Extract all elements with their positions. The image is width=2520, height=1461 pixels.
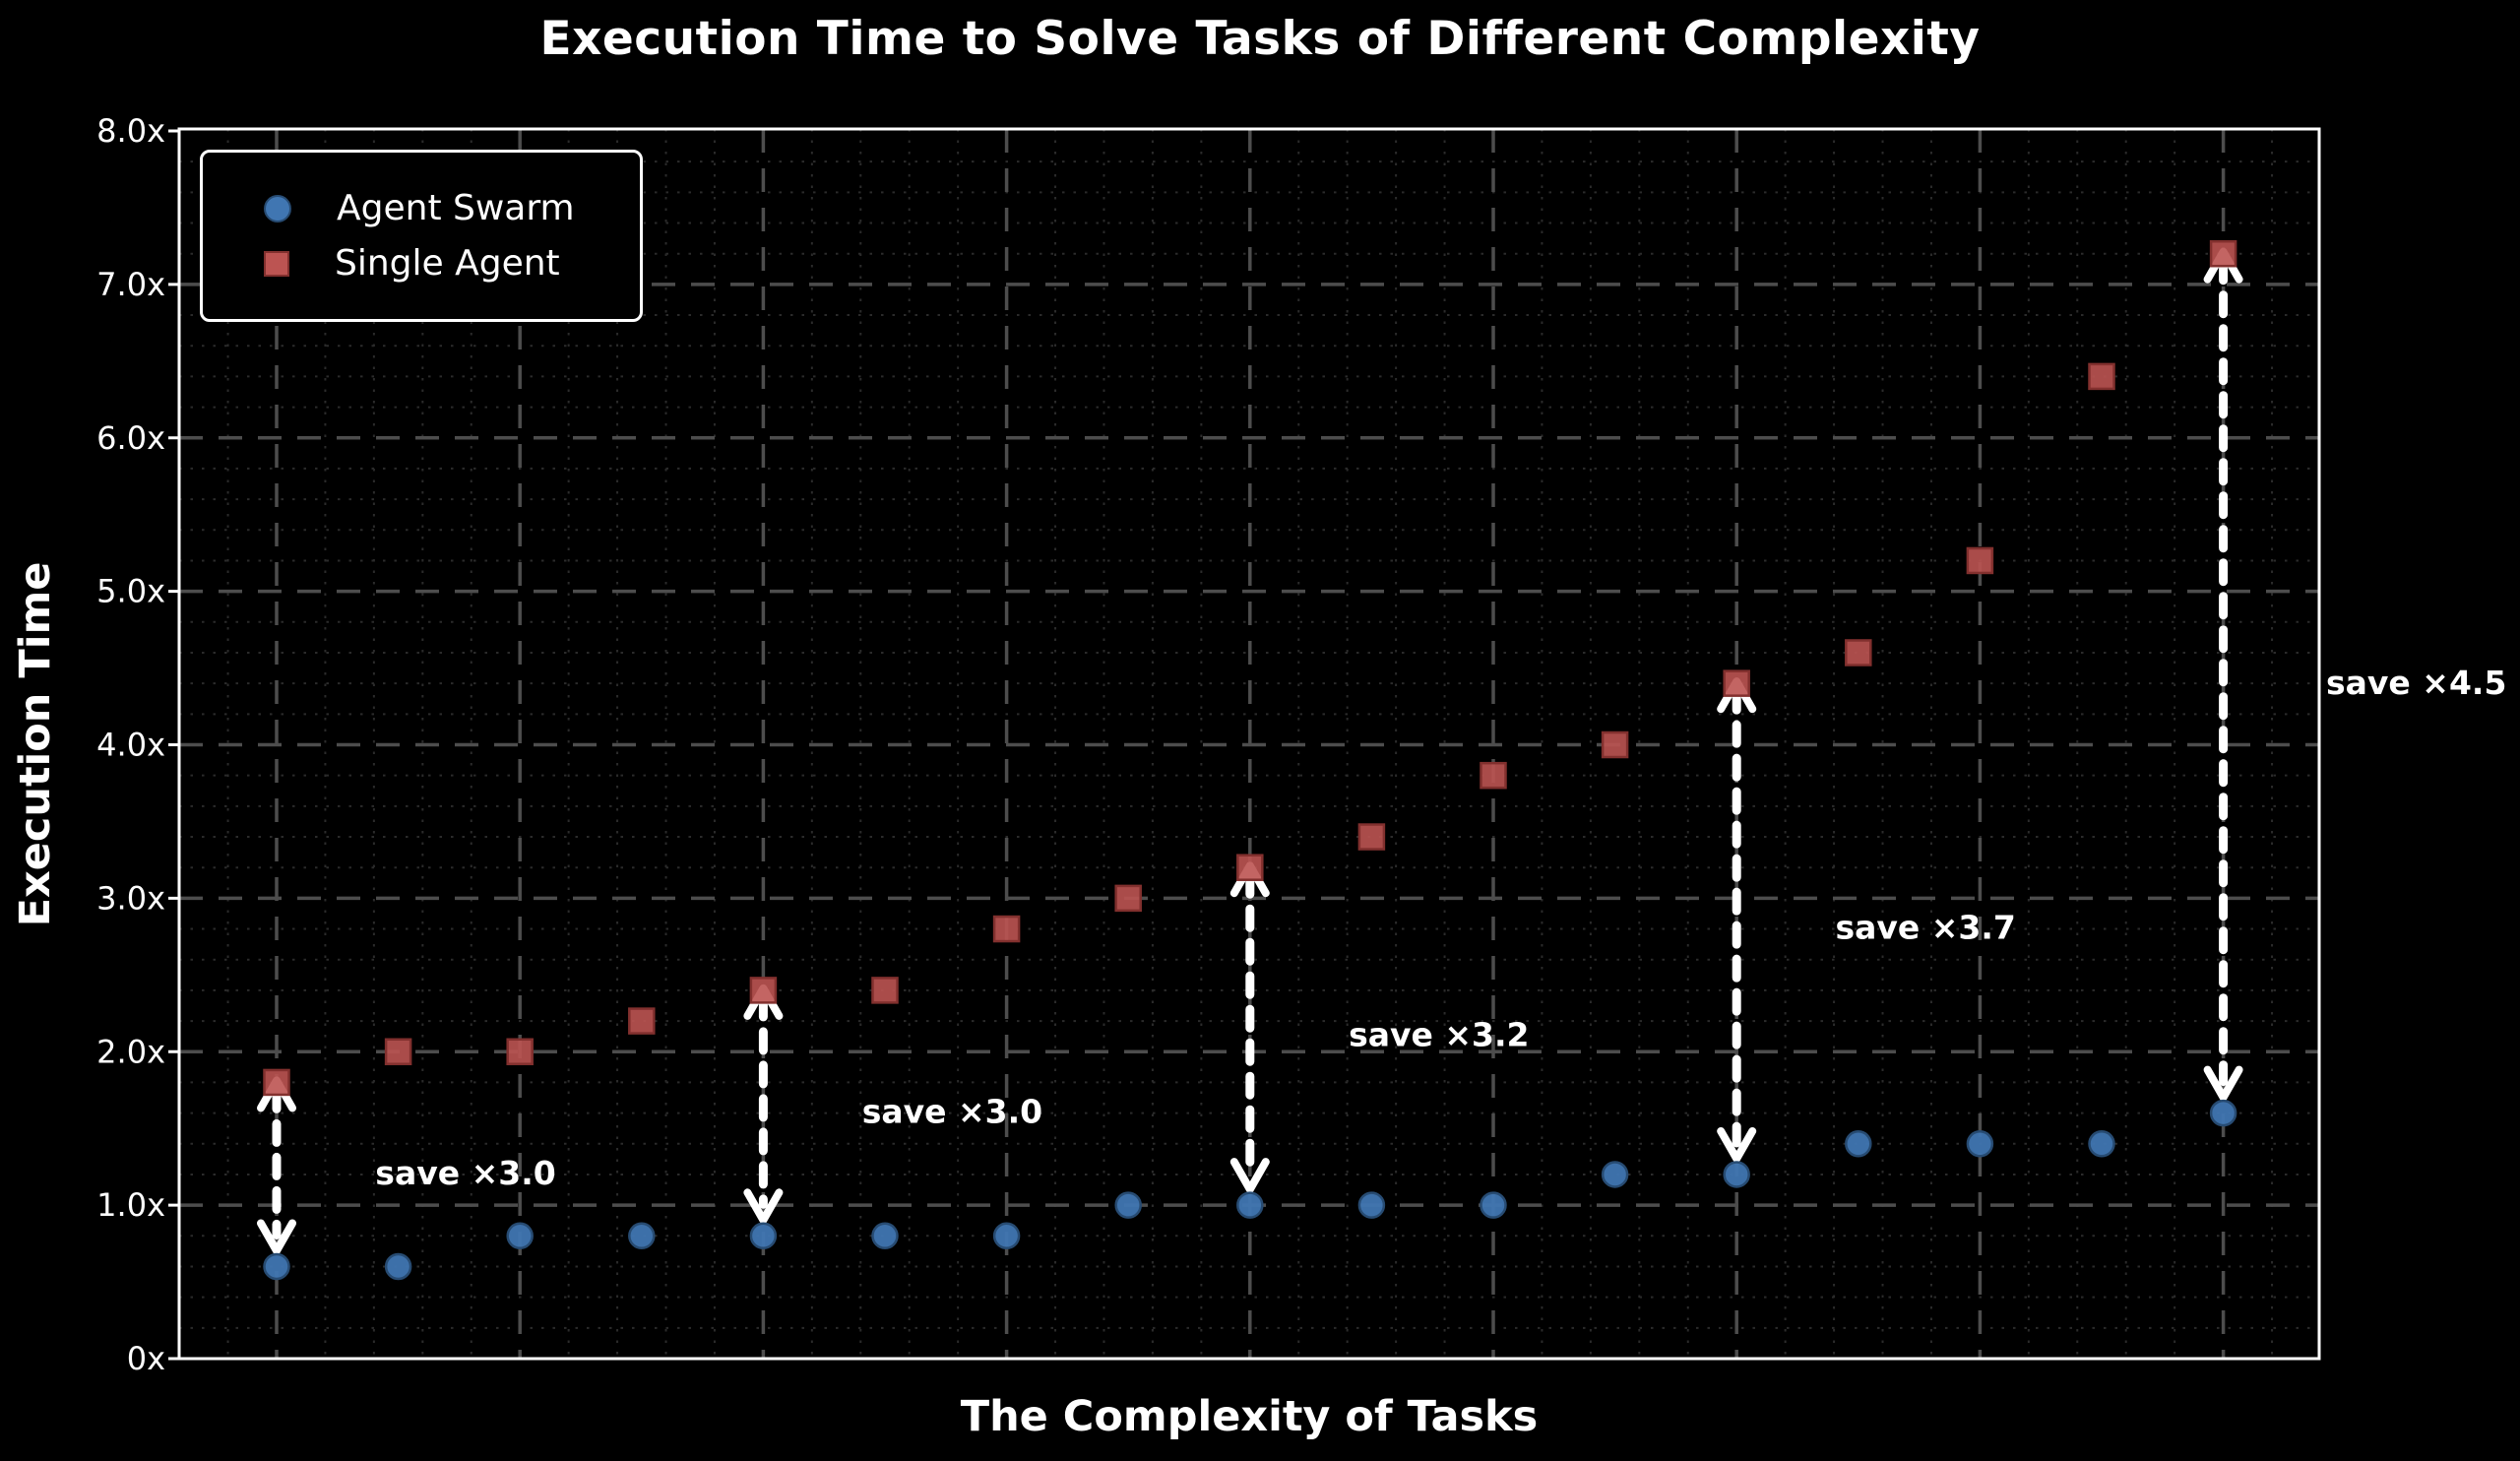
- y-tick-label: 0x: [127, 1340, 165, 1377]
- y-tick-label: 4.0x: [96, 727, 165, 764]
- scatter-point-agent-swarm: [628, 1222, 656, 1250]
- scatter-point-agent-swarm: [1480, 1191, 1507, 1219]
- scatter-point-single-agent: [1114, 884, 1142, 913]
- legend-label-agent-swarm: Agent Swarm: [337, 188, 575, 228]
- scatter-point-single-agent: [628, 1007, 656, 1035]
- y-tick-label: 8.0x: [96, 112, 165, 150]
- scatter-point-single-agent: [2209, 239, 2237, 268]
- legend-label-single-agent: Single Agent: [335, 243, 560, 284]
- save-annotation: save ×3.0: [375, 1154, 555, 1192]
- save-annotation: save ×3.2: [1349, 1016, 1529, 1054]
- y-tick-label: 3.0x: [96, 879, 165, 917]
- y-tick-label: 2.0x: [96, 1033, 165, 1070]
- legend: Agent Swarm Single Agent: [200, 150, 643, 322]
- scatter-point-agent-swarm: [1601, 1161, 1629, 1188]
- scatter-point-agent-swarm: [506, 1222, 534, 1250]
- scatter-point-agent-swarm: [1723, 1161, 1750, 1188]
- scatter-point-single-agent: [871, 977, 899, 1004]
- arrowhead-down-icon: [1717, 1126, 1757, 1163]
- legend-item-agent-swarm: Agent Swarm: [203, 188, 640, 228]
- scatter-point-agent-swarm: [263, 1252, 290, 1281]
- scatter-point-agent-swarm: [1966, 1130, 1994, 1158]
- chart-title: Execution Time to Solve Tasks of Differe…: [539, 12, 1981, 66]
- scatter-point-single-agent: [749, 977, 778, 1004]
- arrowhead-down-icon: [1229, 1158, 1270, 1194]
- y-tick-label: 6.0x: [96, 419, 165, 457]
- scatter-point-agent-swarm: [1236, 1191, 1264, 1219]
- scatter-point-single-agent: [506, 1038, 534, 1065]
- scatter-point-agent-swarm: [1114, 1191, 1142, 1219]
- y-tick-label: 5.0x: [96, 573, 165, 610]
- scatter-point-single-agent: [263, 1068, 290, 1097]
- y-tick-label: 1.0x: [96, 1186, 165, 1224]
- scatter-point-single-agent: [1723, 669, 1750, 697]
- legend-item-single-agent: Single Agent: [203, 243, 640, 284]
- scatter-point-single-agent: [2088, 362, 2115, 391]
- save-annotation: save ×4.5: [2326, 664, 2506, 702]
- scatter-point-single-agent: [1236, 854, 1264, 881]
- scatter-point-single-agent: [1966, 546, 1994, 575]
- scatter-point-single-agent: [1480, 761, 1507, 790]
- y-tick-label: 7.0x: [96, 266, 165, 303]
- scatter-point-agent-swarm: [384, 1252, 412, 1281]
- scatter-point-agent-swarm: [1845, 1130, 1872, 1158]
- arrowhead-down-icon: [2203, 1065, 2243, 1102]
- agent-swarm-marker-icon: [264, 194, 291, 222]
- scatter-point-single-agent: [384, 1038, 412, 1065]
- scatter-point-agent-swarm: [749, 1222, 778, 1250]
- arrowhead-down-icon: [257, 1219, 296, 1255]
- save-annotation: save ×3.7: [1835, 909, 2015, 947]
- scatter-point-single-agent: [1845, 639, 1872, 667]
- scatter-point-agent-swarm: [992, 1222, 1021, 1250]
- scatter-point-single-agent: [992, 915, 1021, 943]
- arrowhead-down-icon: [743, 1188, 784, 1225]
- scatter-point-agent-swarm: [2088, 1130, 2115, 1158]
- scatter-point-agent-swarm: [1357, 1191, 1386, 1219]
- single-agent-marker-icon: [264, 250, 289, 277]
- scatter-point-agent-swarm: [2209, 1099, 2237, 1127]
- save-annotation: save ×3.0: [862, 1093, 1042, 1131]
- scatter-point-single-agent: [1357, 823, 1386, 851]
- scatter-point-single-agent: [1601, 730, 1629, 759]
- x-axis-label: The Complexity of Tasks: [960, 1392, 1539, 1441]
- scatter-point-agent-swarm: [871, 1222, 899, 1250]
